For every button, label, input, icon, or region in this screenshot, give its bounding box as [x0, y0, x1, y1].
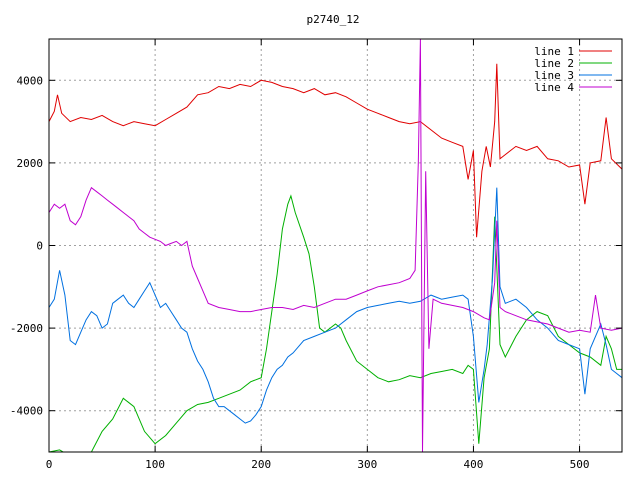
legend-label: line 2	[534, 57, 574, 70]
chart-title: p2740_12	[307, 13, 360, 26]
y-tick-label: -2000	[10, 322, 43, 335]
x-tick-label: 0	[46, 458, 53, 471]
series-line-1	[49, 63, 622, 238]
y-tick-label: 0	[36, 240, 43, 253]
grid	[48, 39, 622, 452]
y-tick-label: -4000	[10, 405, 43, 418]
legend-label: line 4	[534, 81, 574, 94]
x-tick-label: 200	[251, 458, 271, 471]
y-tick-label: 2000	[17, 157, 44, 170]
x-tick-label: 100	[145, 458, 165, 471]
series-line-3	[49, 187, 622, 424]
axis-ticks: -4000 -2000 0 2000 4000 0 100 200 300 400 500	[10, 39, 622, 471]
plot-series	[49, 39, 622, 452]
series-line-4	[49, 39, 622, 452]
y-tick-label: 4000	[17, 74, 44, 87]
x-tick-label: 400	[464, 458, 484, 471]
series-line-2	[49, 194, 622, 452]
x-tick-label: 500	[570, 458, 590, 471]
x-tick-label: 300	[357, 458, 377, 471]
legend-label: line 3	[534, 69, 574, 82]
legend-label: line 1	[534, 45, 574, 58]
